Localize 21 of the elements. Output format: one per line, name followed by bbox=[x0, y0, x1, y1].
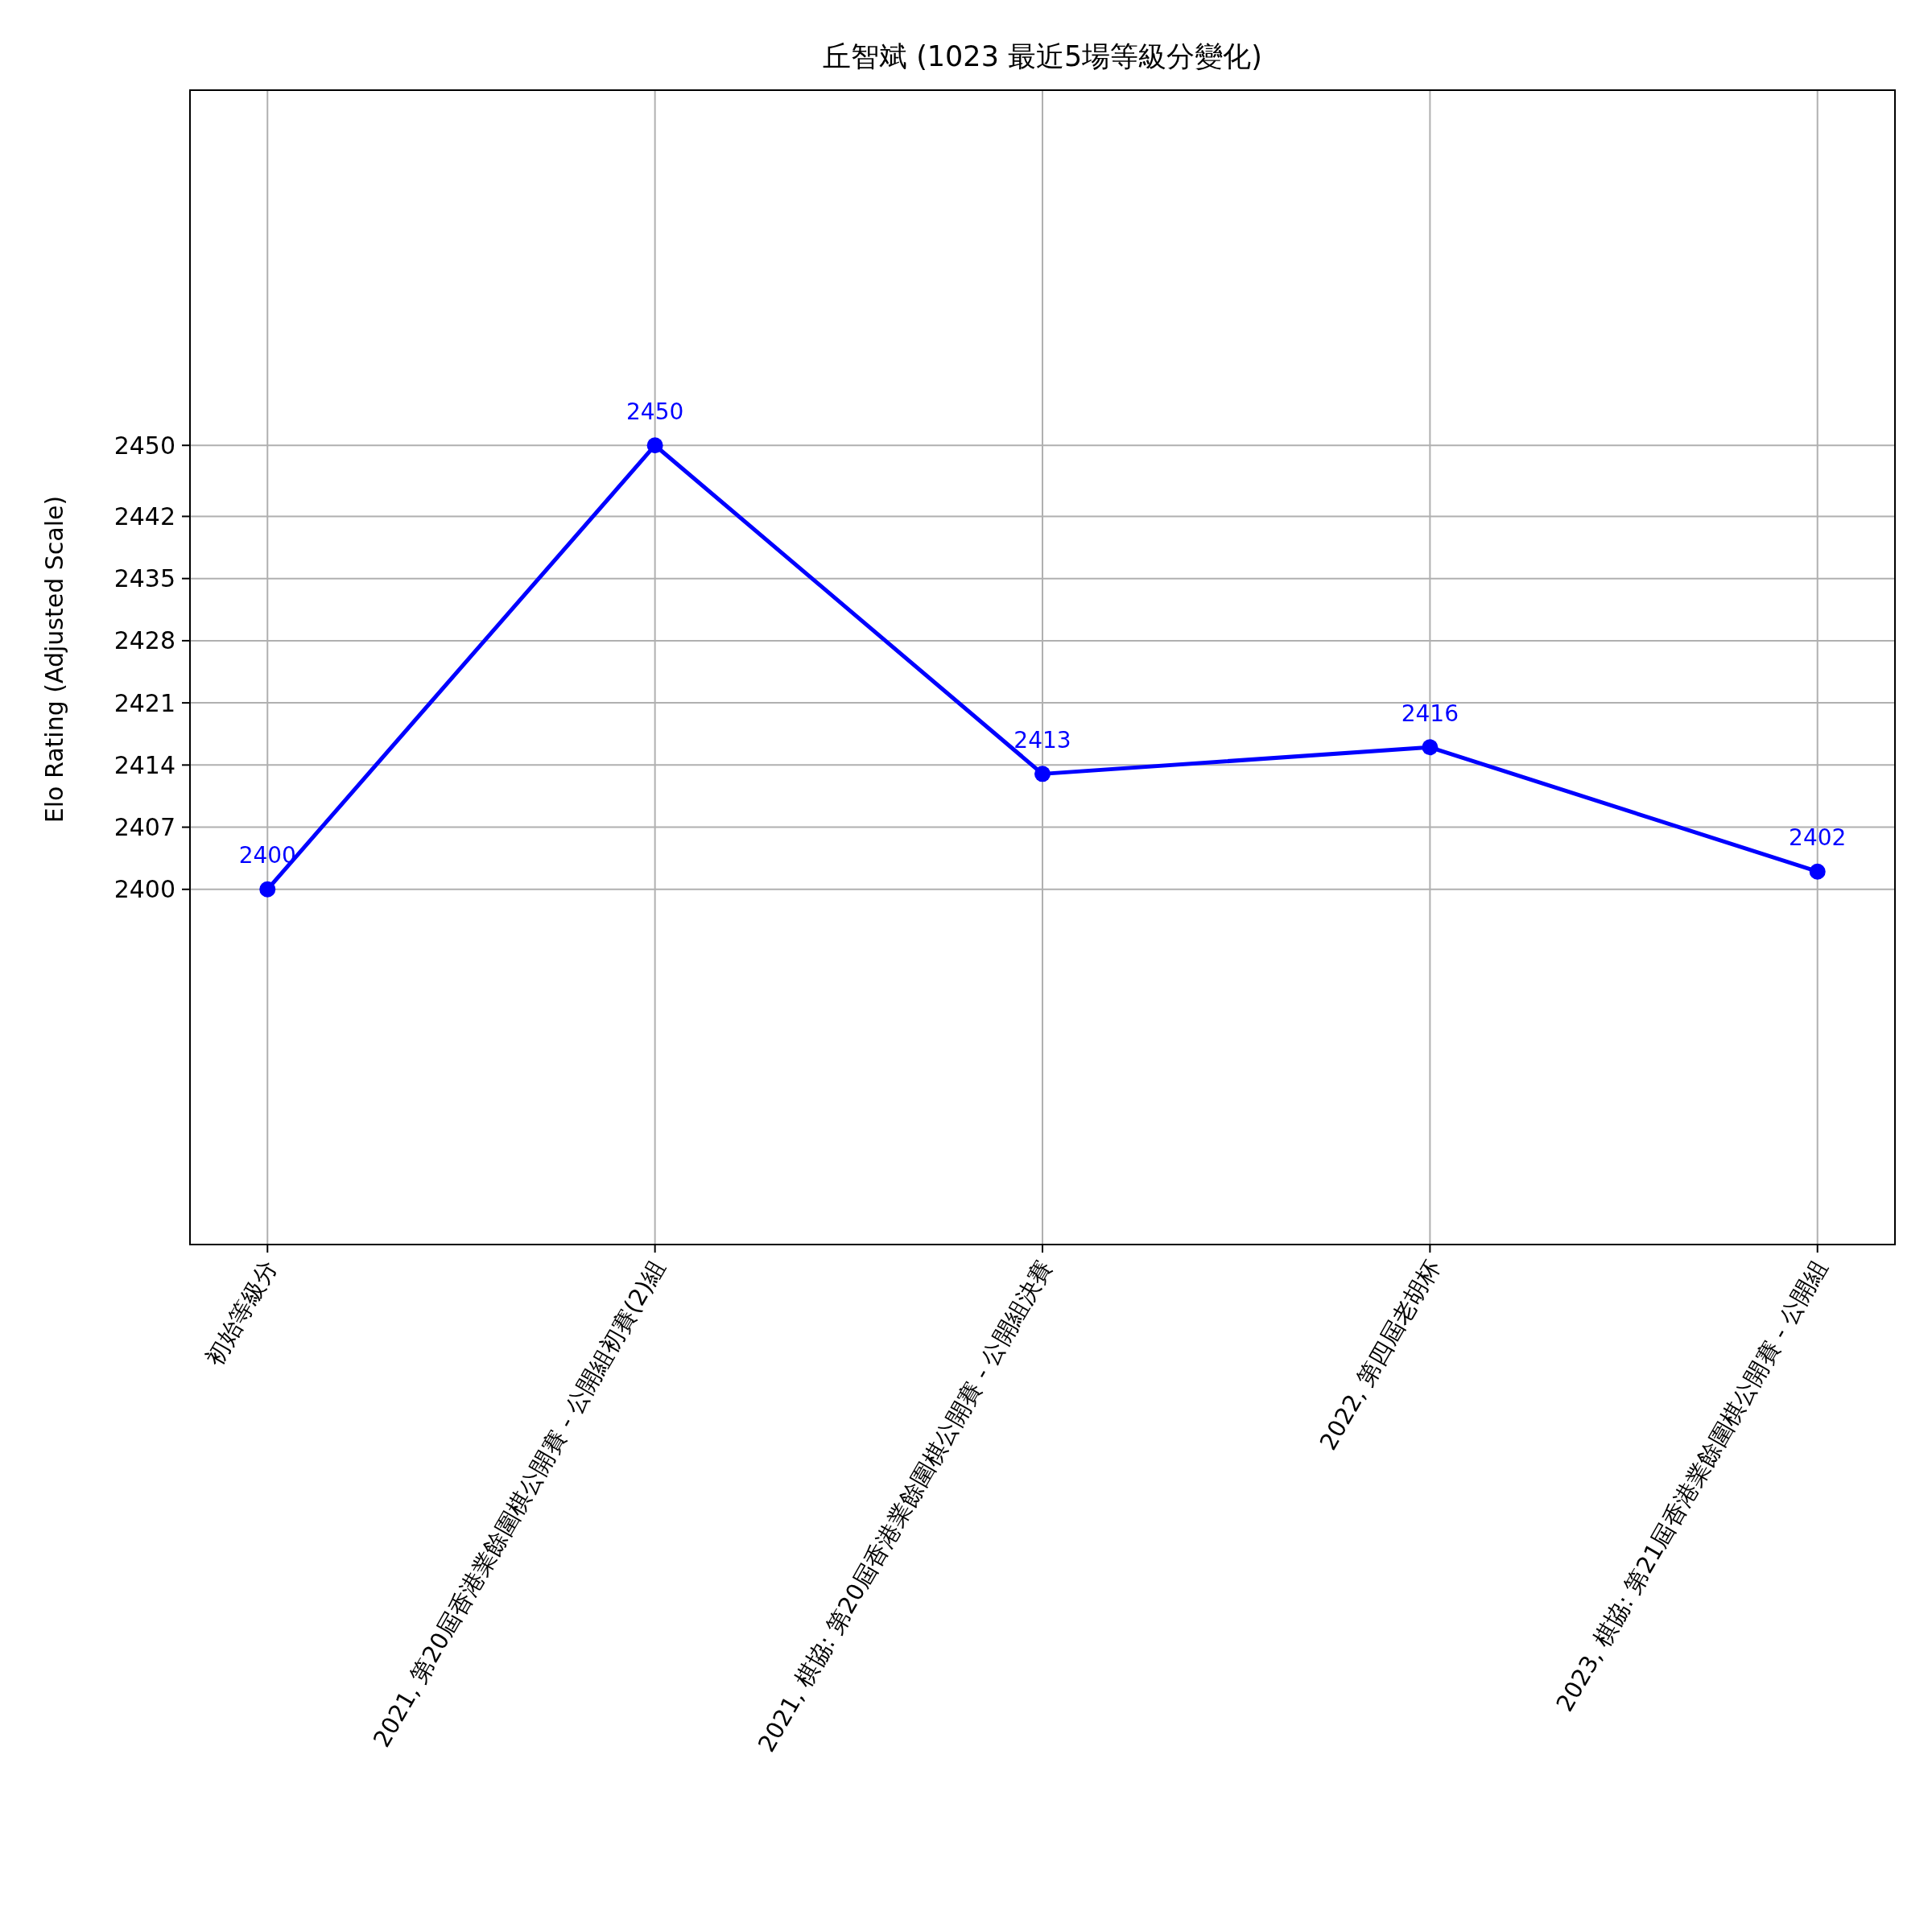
x-tick-label: 初始等級分 bbox=[200, 1255, 283, 1371]
y-tick-label: 2428 bbox=[114, 626, 175, 655]
data-label: 2416 bbox=[1401, 700, 1459, 727]
y-tick-label: 2435 bbox=[114, 564, 175, 593]
y-tick-label: 2407 bbox=[114, 813, 175, 842]
point bbox=[259, 881, 276, 898]
y-axis-title: Elo Rating (Adjusted Scale) bbox=[40, 495, 68, 824]
data-label: 2413 bbox=[1013, 726, 1071, 753]
chart-title: 丘智斌 (1023 最近5場等級分變化) bbox=[823, 40, 1262, 72]
point bbox=[1034, 766, 1051, 782]
y-tick-label: 2450 bbox=[114, 431, 175, 460]
data-label: 2400 bbox=[238, 842, 296, 869]
point bbox=[646, 437, 663, 454]
y-tick-label: 2414 bbox=[114, 750, 175, 779]
point bbox=[1422, 739, 1439, 756]
y-tick-label: 2442 bbox=[114, 502, 175, 530]
data-label: 2402 bbox=[1789, 824, 1847, 852]
y-tick-label: 2400 bbox=[114, 875, 175, 904]
point bbox=[1809, 863, 1826, 880]
data-label: 2450 bbox=[626, 398, 684, 425]
y-tick-label: 2421 bbox=[114, 688, 175, 717]
